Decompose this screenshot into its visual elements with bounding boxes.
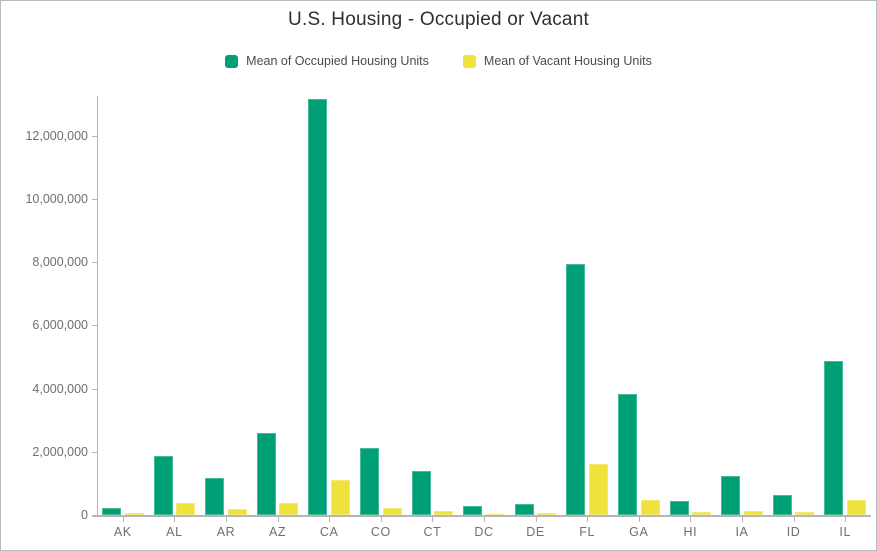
legend-label: Mean of Vacant Housing Units xyxy=(483,54,652,68)
y-axis-tick xyxy=(92,325,97,326)
x-axis-tick xyxy=(793,517,795,522)
y-axis-label: 10,000,000 xyxy=(25,192,88,206)
x-axis-label: IA xyxy=(735,525,749,539)
y-axis-tick xyxy=(92,389,97,390)
x-axis-label: DE xyxy=(526,525,545,539)
bar-vacant-DC[interactable] xyxy=(485,513,505,515)
bar-vacant-AK[interactable] xyxy=(124,513,144,515)
x-axis-label: HI xyxy=(683,525,698,539)
y-axis-tick xyxy=(92,199,97,200)
x-axis-label: IL xyxy=(839,525,851,539)
y-axis-label: 12,000,000 xyxy=(25,129,88,143)
bar-vacant-CT[interactable] xyxy=(434,511,454,515)
y-axis-label: 2,000,000 xyxy=(32,445,88,459)
x-axis-label: AR xyxy=(216,525,236,539)
legend: Mean of Occupied Housing Units Mean of Va… xyxy=(1,54,876,68)
bar-vacant-AR[interactable] xyxy=(227,508,247,515)
bar-occupied-GA[interactable] xyxy=(618,393,637,515)
bar-occupied-FL[interactable] xyxy=(566,263,586,515)
bar-occupied-AZ[interactable] xyxy=(256,432,276,515)
bar-vacant-AZ[interactable] xyxy=(279,502,299,515)
bar-occupied-DE[interactable] xyxy=(514,503,534,515)
y-axis-tick xyxy=(92,515,97,516)
x-axis-label: AK xyxy=(113,525,132,539)
bar-occupied-CT[interactable] xyxy=(411,470,431,515)
bar-occupied-IA[interactable] xyxy=(721,475,741,515)
x-axis-label: AZ xyxy=(269,525,287,539)
chart-title: U.S. Housing - Occupied or Vacant xyxy=(288,9,589,30)
x-axis-label: ID xyxy=(786,525,801,539)
x-axis-tick xyxy=(432,517,434,522)
y-axis-label: 4,000,000 xyxy=(32,382,88,396)
x-axis-tick xyxy=(329,517,331,522)
x-axis-tick xyxy=(690,517,692,522)
bar-vacant-ID[interactable] xyxy=(795,512,815,515)
bar-occupied-ID[interactable] xyxy=(772,495,792,515)
bar-occupied-AR[interactable] xyxy=(205,478,225,515)
x-axis-tick xyxy=(380,517,382,522)
y-axis-label: 8,000,000 xyxy=(32,255,88,269)
bar-occupied-AK[interactable] xyxy=(102,507,121,515)
bar-occupied-CA[interactable] xyxy=(308,99,328,515)
x-axis-tick xyxy=(587,517,589,522)
x-axis-tick xyxy=(742,517,743,522)
x-axis-label: FL xyxy=(579,525,596,539)
y-axis-tick xyxy=(92,452,97,453)
x-axis-tick xyxy=(122,517,124,522)
x-axis-tick xyxy=(226,517,227,522)
legend-swatch-vacant xyxy=(462,54,476,68)
bar-vacant-AL[interactable] xyxy=(176,502,196,515)
y-axis-tick xyxy=(92,136,97,137)
bar-vacant-HI[interactable] xyxy=(692,512,712,515)
bar-vacant-FL[interactable] xyxy=(588,463,608,515)
bar-vacant-DE[interactable] xyxy=(537,512,557,515)
x-axis-label: CA xyxy=(319,525,339,539)
bar-vacant-IA[interactable] xyxy=(743,510,763,515)
bar-occupied-DC[interactable] xyxy=(463,506,483,515)
bar-occupied-AL[interactable] xyxy=(153,455,173,515)
x-axis-tick xyxy=(174,517,176,522)
bar-vacant-GA[interactable] xyxy=(640,499,660,515)
legend-label: Mean of Occupied Housing Units xyxy=(246,54,429,68)
legend-item-occupied[interactable]: Mean of Occupied Housing Units xyxy=(225,54,429,68)
x-axis-line xyxy=(92,515,871,517)
bar-occupied-HI[interactable] xyxy=(669,500,689,515)
x-axis-label: AL xyxy=(166,525,183,539)
x-axis-tick xyxy=(638,517,640,522)
legend-item-vacant[interactable]: Mean of Vacant Housing Units xyxy=(462,54,652,68)
x-axis-tick xyxy=(484,517,485,522)
bar-vacant-IL[interactable] xyxy=(846,500,866,515)
legend-swatch-occupied xyxy=(225,54,239,68)
y-axis-label: 0 xyxy=(81,508,88,522)
bar-occupied-CO[interactable] xyxy=(360,448,379,515)
x-axis-label: GA xyxy=(629,525,649,539)
x-axis-label: CO xyxy=(370,525,391,539)
y-axis-label: 6,000,000 xyxy=(32,318,88,332)
bar-vacant-CA[interactable] xyxy=(330,480,350,515)
x-axis-label: CT xyxy=(423,525,442,539)
x-axis-tick xyxy=(845,517,847,522)
y-axis-line xyxy=(97,96,98,515)
bar-vacant-CO[interactable] xyxy=(382,507,402,515)
bar-occupied-IL[interactable] xyxy=(824,361,844,515)
x-axis-tick xyxy=(277,517,279,522)
x-axis-tick xyxy=(535,517,537,522)
x-axis-label: DC xyxy=(474,525,494,539)
y-axis-tick xyxy=(92,262,97,263)
